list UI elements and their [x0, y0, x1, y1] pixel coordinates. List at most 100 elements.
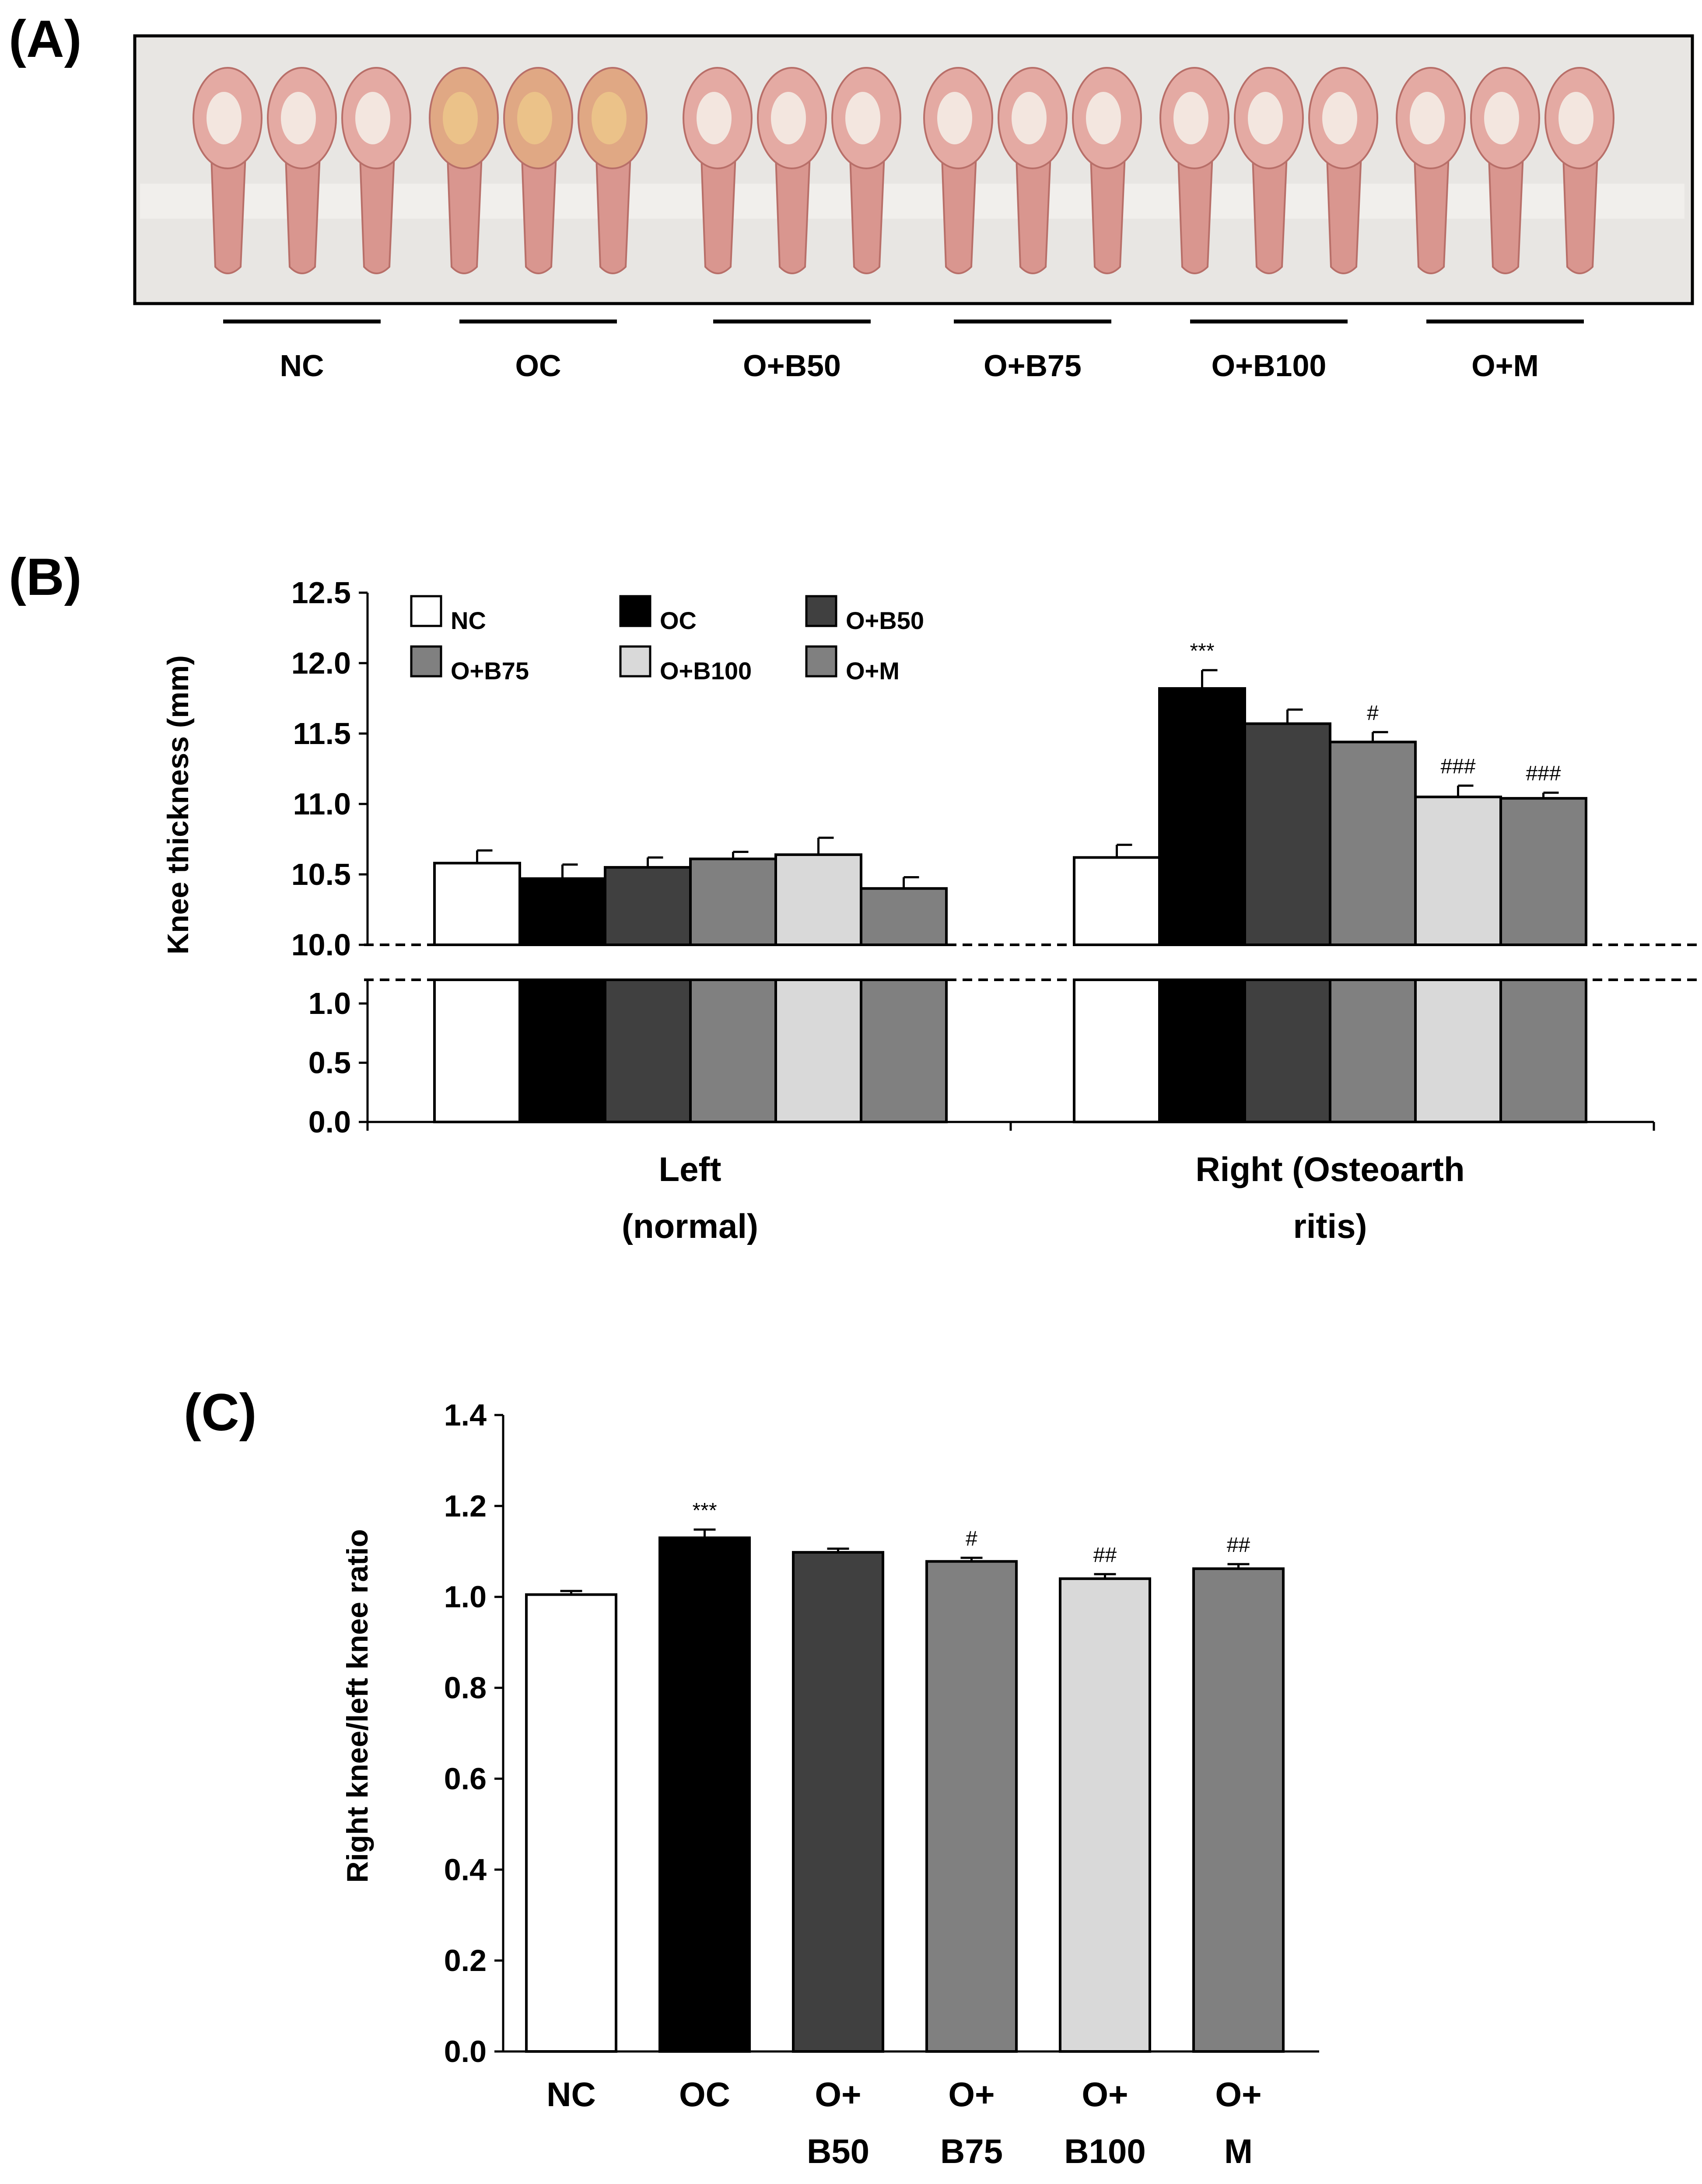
- category-label: OC: [679, 2075, 730, 2114]
- bone-shaft: [1562, 143, 1599, 274]
- y-tick-label: 0.8: [444, 1671, 487, 1705]
- cartilage: [1410, 92, 1445, 144]
- knee-joint-photo: [133, 34, 1694, 305]
- ratio-y-axis-label: Right knee/left knee ratio: [341, 1529, 374, 1883]
- category-label: B50: [807, 2132, 869, 2170]
- bar-lower: [1499, 978, 1587, 1123]
- significance-marker: #: [966, 1527, 977, 1550]
- y-tick-label: 0.2: [444, 1943, 487, 1978]
- cartilage: [1012, 92, 1047, 144]
- bone-shaft: [358, 143, 396, 274]
- knee-joint: [1159, 67, 1229, 274]
- legend-swatch: [410, 645, 442, 678]
- group-label: O+B100: [1212, 349, 1327, 383]
- y-tick-label: 0.5: [308, 1046, 351, 1080]
- significance-marker: ***: [1190, 639, 1214, 663]
- group-label: O+M: [1471, 349, 1539, 383]
- bar: [525, 1593, 617, 2053]
- knee-joint: [1072, 67, 1142, 274]
- cartilage: [937, 92, 972, 144]
- category-label: O+: [815, 2075, 861, 2114]
- significance-marker: ###: [1526, 762, 1561, 785]
- significance-marker: ###: [1440, 755, 1475, 778]
- bar-lower: [774, 978, 862, 1123]
- bar: [925, 1560, 1018, 2053]
- group-label: NC: [280, 349, 324, 383]
- knee-joint: [503, 67, 573, 274]
- bar: [1192, 1567, 1285, 2053]
- cartilage: [771, 92, 806, 144]
- bone-shaft: [210, 143, 247, 274]
- knee-joint: [267, 67, 337, 274]
- category-label: B100: [1064, 2132, 1145, 2170]
- bone-shaft: [1251, 143, 1289, 274]
- bar-lower: [1329, 978, 1417, 1123]
- category-label: B75: [940, 2132, 1003, 2170]
- knee-joint: [341, 67, 411, 274]
- legend-label: OC: [660, 607, 697, 634]
- category-label: (normal): [622, 1207, 758, 1245]
- knee-joint: [998, 67, 1068, 274]
- group-label: O+B75: [984, 349, 1082, 383]
- bar-upper: [518, 877, 606, 947]
- bone-shaft: [1487, 143, 1525, 274]
- bar-lower: [433, 978, 521, 1123]
- group-label: O+B50: [743, 349, 841, 383]
- y-tick-label: 1.4: [444, 1398, 487, 1432]
- cartilage: [517, 92, 552, 144]
- cartilage: [592, 92, 627, 144]
- knee-joint: [683, 67, 753, 274]
- bar-upper: [1158, 687, 1246, 946]
- bar-lower: [518, 978, 606, 1123]
- y-tick-label: 11.5: [293, 716, 351, 751]
- y-tick-label: 10.0: [291, 928, 351, 962]
- bone-shaft: [1325, 143, 1363, 274]
- bone-shaft: [700, 143, 737, 274]
- significance-marker: ##: [1227, 1534, 1250, 1557]
- knee-joint: [923, 67, 993, 274]
- panel-b: (B) Knee thickness (mm) 10.0 10.5 11.0 11.5…: [9, 548, 1698, 1245]
- knee-joint: [1396, 67, 1466, 274]
- cartilage: [281, 92, 316, 144]
- legend-label: O+B50: [846, 607, 924, 634]
- cartilage: [845, 92, 880, 144]
- bone-shaft: [1177, 143, 1214, 274]
- knee-joint: [1308, 67, 1378, 274]
- knee-joint: [578, 67, 648, 274]
- cartilage: [207, 92, 242, 144]
- y-tick-label: 12.0: [291, 646, 351, 680]
- cartilage: [1322, 92, 1357, 144]
- y-tick-label: 11.0: [293, 787, 351, 821]
- legend-swatch: [410, 595, 442, 627]
- y-tick-label: 12.5: [291, 576, 351, 610]
- bar: [658, 1536, 751, 2053]
- panel-b-label: (B): [9, 548, 82, 606]
- bar-upper: [860, 887, 948, 946]
- bar-upper: [1243, 722, 1331, 946]
- bar-lower: [860, 978, 948, 1123]
- bar-upper: [1499, 797, 1587, 946]
- category-label: NC: [546, 2075, 596, 2114]
- bar-lower: [604, 978, 692, 1123]
- bar-upper: [1073, 856, 1161, 946]
- cartilage: [1484, 92, 1519, 144]
- bone-shaft: [940, 143, 978, 274]
- cartilage: [1173, 92, 1208, 144]
- y-tick-label: 1.2: [444, 1489, 487, 1523]
- bone-shaft: [1089, 143, 1127, 274]
- bar: [792, 1551, 884, 2053]
- bar-upper: [689, 857, 777, 946]
- bar-lower: [689, 978, 777, 1123]
- knee-joint: [193, 67, 263, 274]
- cartilage: [1558, 92, 1593, 144]
- bone-shaft: [1413, 143, 1450, 274]
- bone-shaft: [284, 143, 322, 274]
- bar-upper: [604, 866, 692, 947]
- bar-lower: [1158, 978, 1246, 1123]
- cartilage: [1248, 92, 1283, 144]
- y-tick-label: 1.0: [444, 1580, 487, 1614]
- bar: [1059, 1577, 1151, 2053]
- knee-joint: [757, 67, 827, 274]
- bone-shaft: [774, 143, 812, 274]
